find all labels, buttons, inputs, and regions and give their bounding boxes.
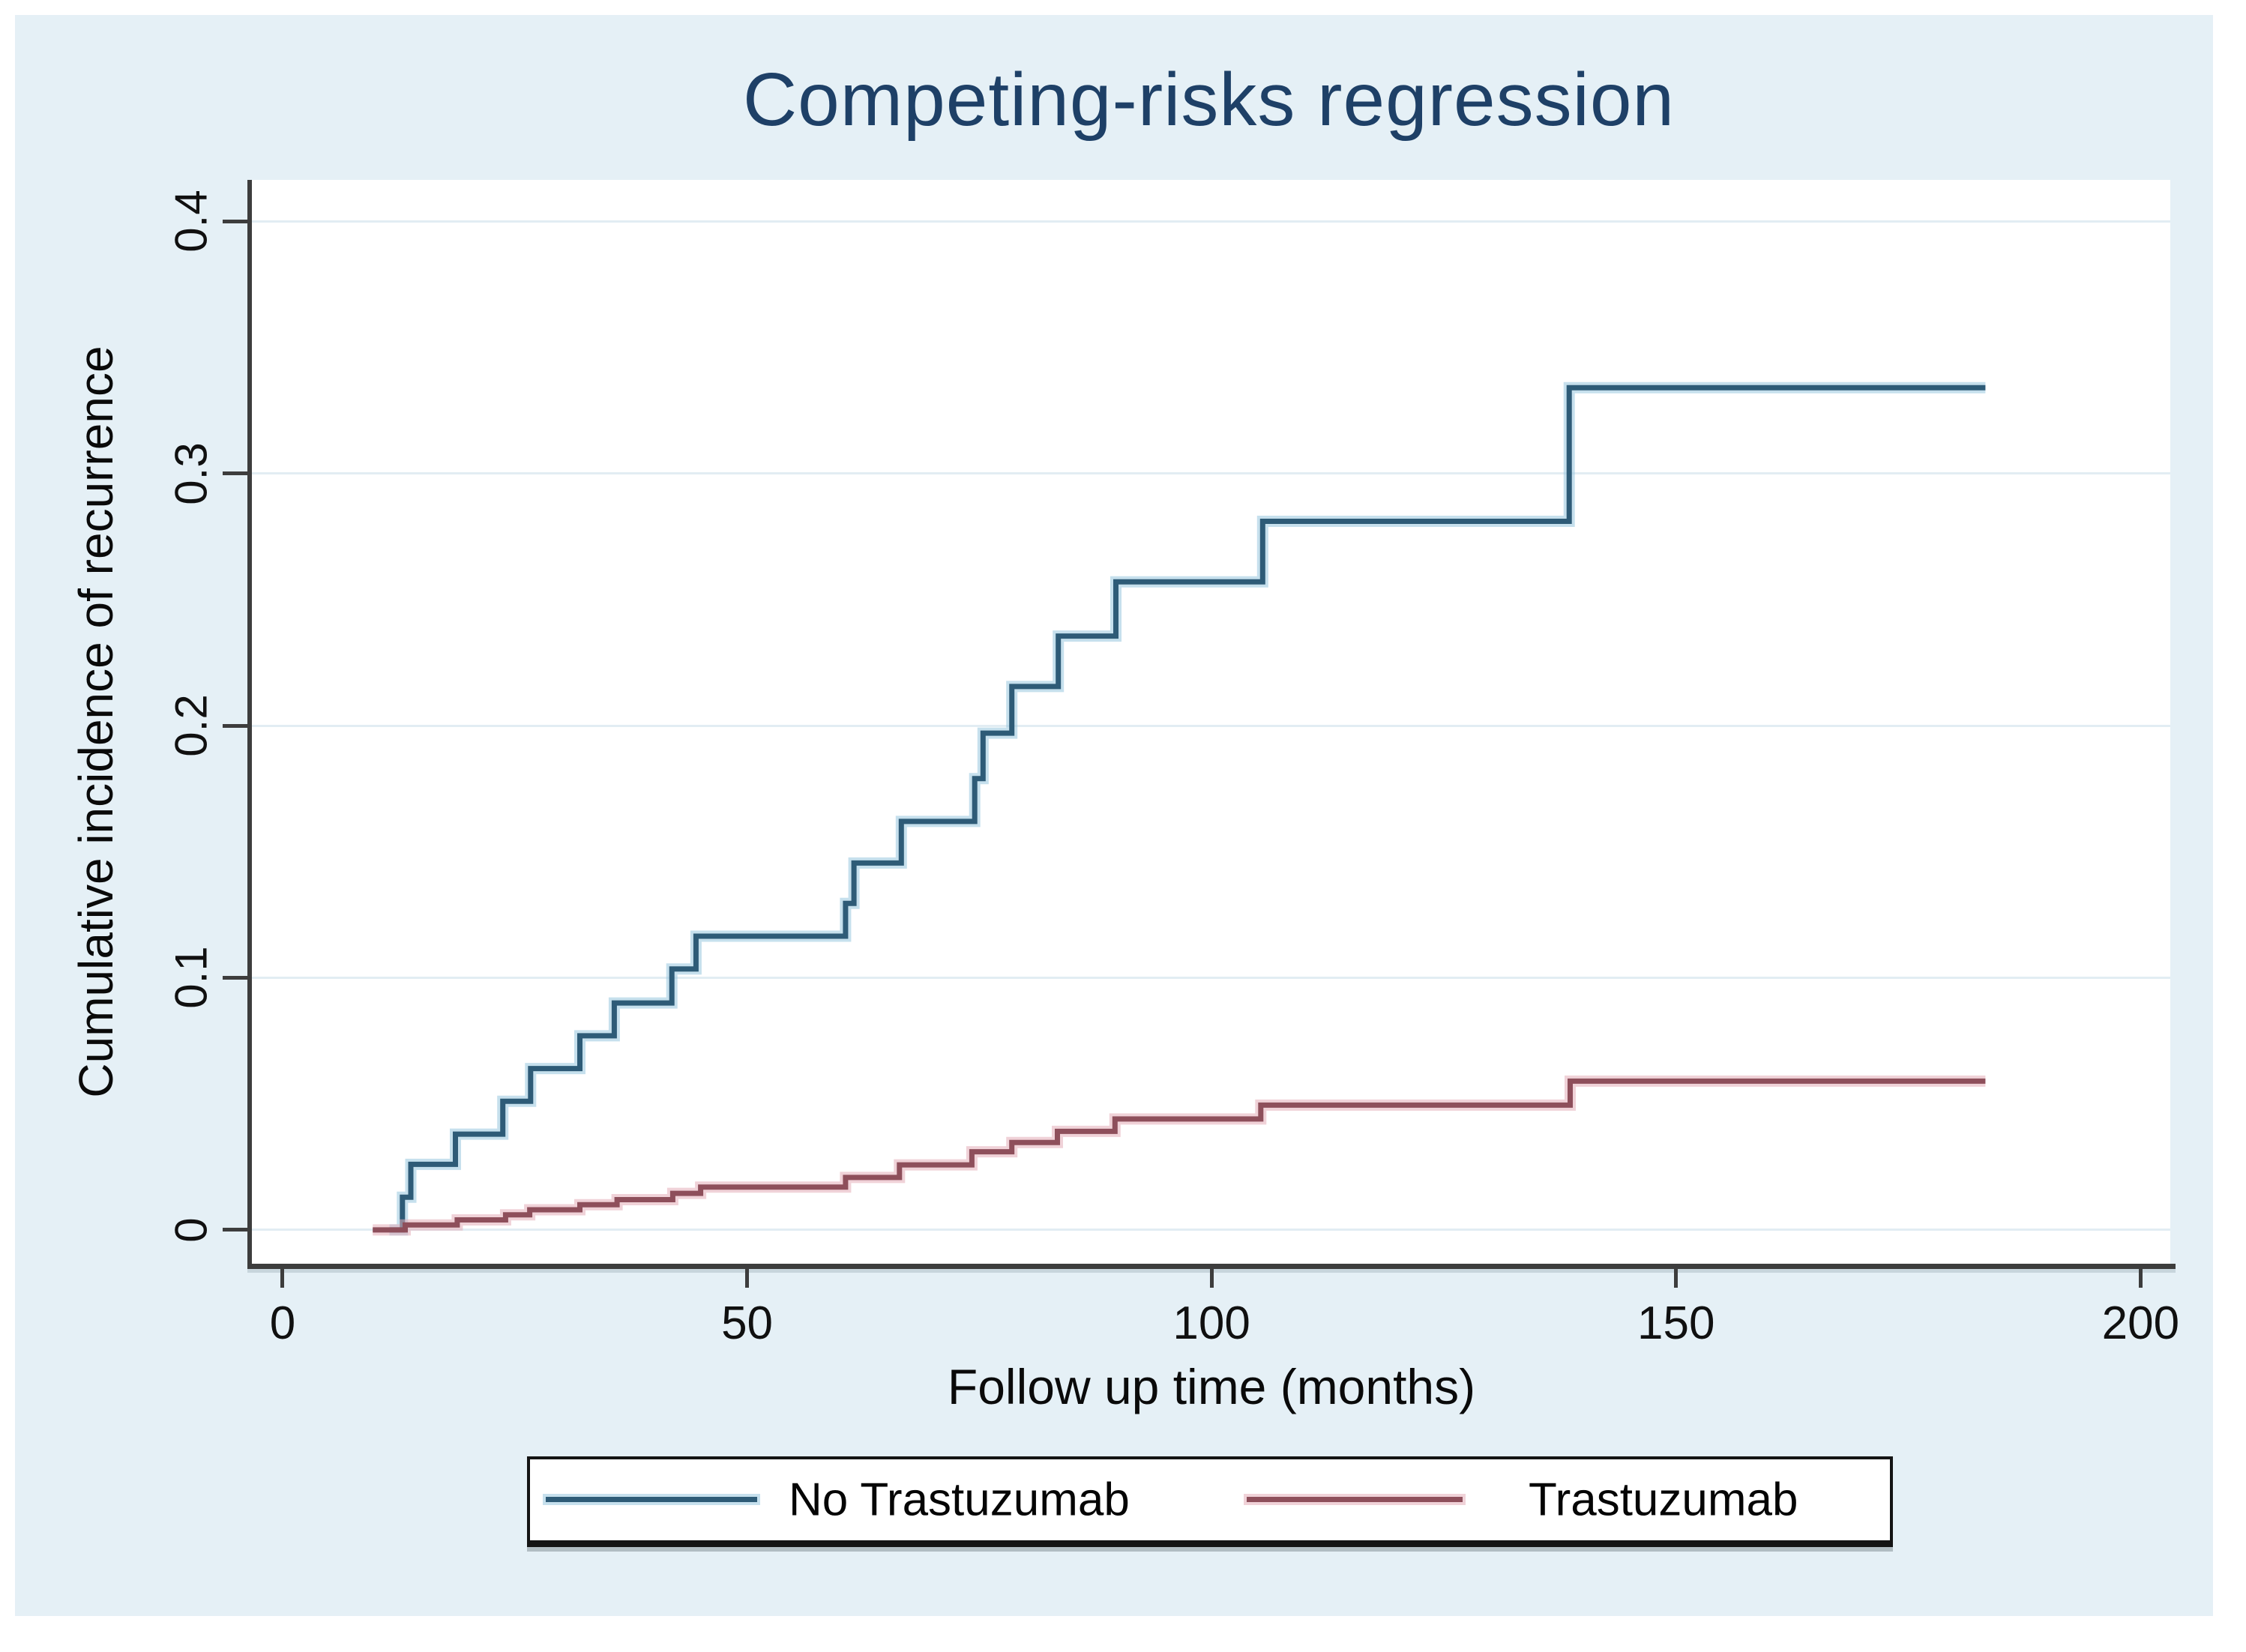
y-axis-line bbox=[247, 180, 252, 1268]
legend: No Trastuzumab Trastuzumab bbox=[527, 1456, 1893, 1547]
grid-line-0.4 bbox=[252, 220, 2170, 223]
trastuzumab-curve-halo bbox=[373, 1075, 1986, 1236]
x-tick-label-0: 0 bbox=[269, 1297, 296, 1349]
y-tick-0.1 bbox=[223, 975, 247, 980]
x-tick-50 bbox=[745, 1264, 750, 1288]
y-tick-0.2 bbox=[223, 723, 247, 728]
x-tick-0 bbox=[280, 1264, 285, 1288]
x-tick-200 bbox=[2138, 1264, 2143, 1288]
no-trastuzumab-line-sample bbox=[546, 1497, 757, 1502]
grid-line-0.2 bbox=[252, 724, 2170, 727]
x-tick-label-100: 100 bbox=[1172, 1297, 1250, 1349]
x-tick-label-200: 200 bbox=[2101, 1297, 2180, 1349]
y-tick-label-0: 0 bbox=[166, 1217, 217, 1243]
y-tick-label-0.3: 0.3 bbox=[166, 441, 217, 505]
y-tick-label-0.2: 0.2 bbox=[166, 694, 217, 757]
legend-label-no-trastuzumab: No Trastuzumab bbox=[789, 1474, 1130, 1526]
legend-label-trastuzumab: Trastuzumab bbox=[1529, 1474, 1798, 1526]
x-tick-100 bbox=[1209, 1264, 1214, 1288]
x-axis-title: Follow up time (months) bbox=[947, 1359, 1476, 1414]
y-tick-0 bbox=[223, 1228, 247, 1232]
grid-line-0.1 bbox=[252, 976, 2170, 979]
x-tick-label-150: 150 bbox=[1637, 1297, 1715, 1349]
grid-line-0.3 bbox=[252, 472, 2170, 475]
curves-svg bbox=[373, 382, 1986, 1236]
chart-title: Competing-risks regression bbox=[742, 58, 1676, 142]
trastuzumab-line-sample bbox=[1247, 1497, 1463, 1502]
x-tick-label-50: 50 bbox=[721, 1297, 774, 1349]
x-tick-150 bbox=[1674, 1264, 1679, 1288]
no-trastuzumab-curve bbox=[389, 385, 1986, 1233]
y-tick-0.4 bbox=[223, 219, 247, 223]
trastuzumab-curve bbox=[373, 1078, 1986, 1233]
y-axis-title: Cumulative incidence of recurrence bbox=[69, 346, 123, 1098]
y-tick-0.3 bbox=[223, 471, 247, 476]
no-trastuzumab-curve-halo bbox=[389, 382, 1986, 1236]
y-tick-label-0.4: 0.4 bbox=[166, 190, 217, 253]
grid-line-0 bbox=[252, 1229, 2170, 1232]
y-tick-label-0.1: 0.1 bbox=[166, 946, 217, 1010]
